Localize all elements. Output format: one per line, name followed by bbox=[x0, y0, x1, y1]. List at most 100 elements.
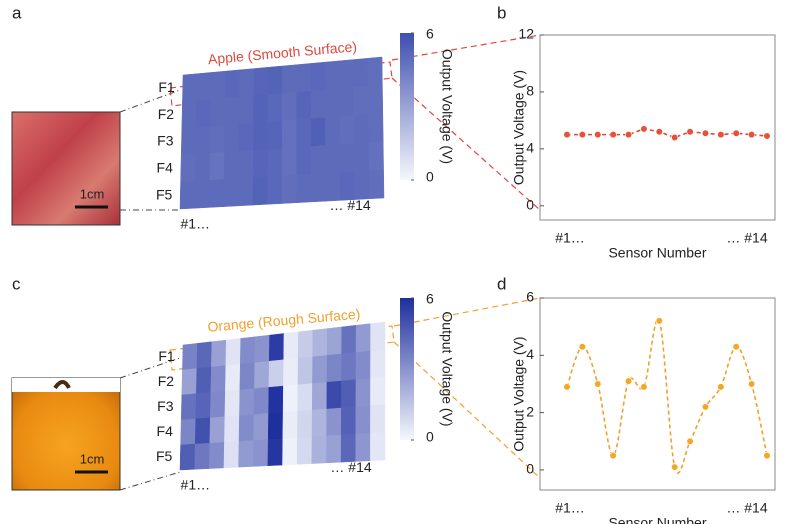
row-label: F2 bbox=[158, 373, 175, 389]
plot-frame bbox=[539, 297, 776, 491]
row-label: F5 bbox=[156, 186, 173, 202]
orange-highlight bbox=[169, 297, 541, 479]
scale-label: 1cm bbox=[80, 451, 105, 466]
heatmap-cell bbox=[210, 390, 226, 419]
data-point bbox=[609, 452, 617, 460]
heatmap-cell bbox=[326, 380, 342, 410]
data-point bbox=[624, 131, 633, 139]
row-label: F3 bbox=[157, 398, 174, 414]
x-axis-label: Sensor Number bbox=[608, 515, 706, 524]
heatmap-cell bbox=[180, 418, 197, 446]
heatmap-cell bbox=[180, 154, 196, 183]
data-point bbox=[640, 125, 648, 133]
x-tick-label: #1… bbox=[555, 500, 585, 516]
heatmap-cell bbox=[326, 353, 342, 383]
heatmap-cell bbox=[225, 363, 241, 392]
data-point bbox=[624, 377, 633, 385]
heatmap-cell bbox=[239, 362, 256, 391]
heatmap-cell bbox=[370, 376, 386, 407]
heatmap-cell bbox=[296, 63, 312, 93]
heatmap-cell bbox=[224, 389, 241, 418]
data-point bbox=[655, 128, 663, 136]
heatmap-cell bbox=[339, 115, 355, 145]
colorbar-label: Output Voltage (V) bbox=[439, 311, 455, 426]
heatmap-cell bbox=[339, 171, 356, 201]
data-point bbox=[732, 129, 740, 137]
heatmap-cell bbox=[297, 329, 314, 359]
heatmap-cell bbox=[240, 336, 256, 365]
heatmap-cell bbox=[311, 435, 327, 464]
data-point bbox=[763, 452, 771, 460]
row-label: F5 bbox=[156, 448, 173, 464]
connectors bbox=[119, 89, 181, 491]
heatmap-cell bbox=[368, 169, 385, 200]
heatmap-cell bbox=[311, 408, 328, 438]
heatmap-cell bbox=[367, 84, 384, 115]
row-label: F4 bbox=[157, 423, 174, 439]
heatmap-cell bbox=[181, 100, 197, 129]
y-tick-label: 12 bbox=[518, 26, 534, 42]
heatmap-cell bbox=[267, 175, 283, 205]
heatmap-cell bbox=[311, 382, 328, 411]
heatmap-cell bbox=[341, 352, 357, 382]
apple-highlight bbox=[169, 34, 541, 211]
x-tick-label: #1… bbox=[555, 230, 585, 246]
heatmap-cell bbox=[194, 442, 211, 470]
heatmap-cell bbox=[282, 64, 297, 94]
heatmap-cell bbox=[267, 65, 283, 95]
data-point bbox=[594, 131, 602, 139]
heatmap-cell bbox=[370, 432, 386, 461]
heatmap-cell bbox=[310, 117, 326, 147]
panel-label: a bbox=[12, 3, 22, 22]
heatmap-cell bbox=[211, 339, 227, 368]
data-point bbox=[748, 131, 756, 139]
heatmap-cell bbox=[310, 173, 326, 203]
data-point bbox=[671, 133, 679, 142]
heatmap-cell bbox=[353, 58, 369, 88]
heatmap-cell bbox=[355, 433, 371, 462]
heatmap-cell bbox=[252, 176, 268, 206]
heatmap-cell bbox=[194, 153, 211, 182]
heatmap-cell bbox=[209, 152, 225, 181]
colorbar-tick-label: 6 bbox=[426, 291, 434, 307]
heatmap-cell bbox=[312, 328, 328, 358]
heatmap-cell bbox=[195, 392, 212, 420]
heatmap-cell bbox=[282, 384, 299, 413]
data-point bbox=[701, 129, 710, 137]
heatmap-cell bbox=[310, 61, 326, 92]
heatmap-cell bbox=[182, 343, 198, 371]
colorbar bbox=[400, 33, 414, 180]
heatmap-cell bbox=[210, 97, 226, 127]
heatmap-cell bbox=[355, 405, 371, 435]
heatmap-cell bbox=[210, 70, 226, 100]
heatmap-cell bbox=[325, 144, 341, 174]
heatmap-cell bbox=[282, 92, 297, 122]
heatmap-cell bbox=[208, 179, 225, 208]
heatmap-cell bbox=[267, 120, 283, 150]
heatmap-cell bbox=[339, 59, 355, 90]
y-tick-label: 6 bbox=[526, 289, 534, 305]
heatmap-cell bbox=[281, 147, 297, 177]
heatmap-cell bbox=[224, 415, 240, 443]
data-point bbox=[609, 131, 617, 139]
colorbar-label: Output Voltage (V) bbox=[439, 49, 455, 164]
heatmap-cell bbox=[312, 355, 328, 384]
y-tick-label: 0 bbox=[526, 461, 534, 477]
heatmap-cell bbox=[195, 99, 212, 128]
heatmap-cell bbox=[225, 338, 241, 366]
heatmap-cell bbox=[252, 149, 269, 179]
data-point bbox=[578, 131, 586, 139]
heatmap-cell bbox=[281, 119, 297, 149]
data-point bbox=[563, 131, 571, 139]
y-axis-label: Output Voltage (V) bbox=[511, 336, 527, 451]
heatmap-cell bbox=[179, 181, 196, 210]
colorbar-tick-label: 6 bbox=[426, 26, 434, 42]
x-tick-label: … #14 bbox=[726, 230, 767, 246]
y-axis-label: Output Voltage (V) bbox=[511, 70, 527, 185]
heatmap-cell bbox=[238, 177, 254, 207]
x-axis-label: Sensor Number bbox=[608, 245, 706, 261]
plot-frame bbox=[539, 34, 776, 221]
heatmap-cell bbox=[341, 325, 357, 355]
heatmap-cell bbox=[196, 366, 212, 395]
heatmap-cell bbox=[180, 127, 197, 156]
